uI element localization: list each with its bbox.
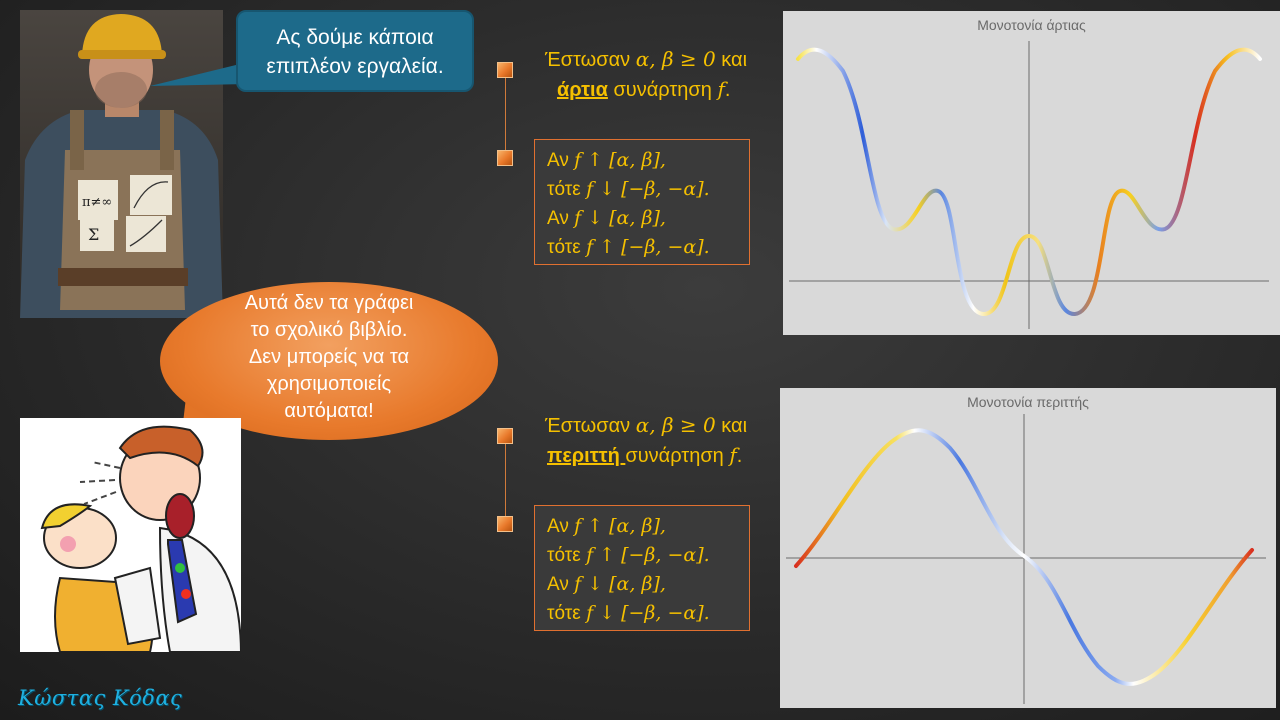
connector-line [505, 78, 506, 156]
rule-math: f ↑ [α, β], [574, 515, 666, 537]
even-graph [789, 41, 1269, 329]
rule-math: f ↓ [α, β], [574, 207, 666, 229]
even-graph-panel: Μονοτονία άρτιας [783, 11, 1280, 335]
odd-statement: Έστωσαν α, β ≥ 0 και περιττή συνάρτηση f… [545, 411, 785, 471]
statement-suffix: και [715, 415, 748, 437]
statement-rest: συνάρτηση [607, 79, 718, 101]
graph-title: Μονοτονία περιττής [967, 394, 1089, 410]
note-sigma-text: Σ [88, 225, 99, 244]
rule-math: f ↓ [α, β], [574, 573, 666, 595]
rule-prefix: τότε [547, 603, 587, 624]
statement-rest: συνάρτηση [625, 445, 730, 467]
warning-line: αυτόματα! [284, 400, 374, 422]
bubble-line: επιπλέον εργαλεία. [266, 55, 444, 78]
even-rules-box: Αν f ↑ [α, β], τότε f ↓ [−β, −α]. Αν f ↓… [534, 139, 750, 265]
rule-prefix: Αν [547, 574, 575, 595]
rule-prefix: τότε [547, 237, 587, 258]
rule-prefix: Αν [547, 516, 575, 537]
rule-prefix: Αν [547, 150, 575, 171]
warning-line: Αυτά δεν τα γράφει [244, 292, 414, 314]
statement-end: . [736, 445, 743, 467]
statement-condition: α, β ≥ 0 [635, 413, 716, 437]
statement-suffix: και [715, 49, 748, 71]
note-pi-text: π≠∞ [82, 195, 112, 210]
rule-line: Αν f ↑ [α, β], [547, 146, 737, 175]
even-statement: Έστωσαν α, β ≥ 0 και άρτια συνάρτηση f. [545, 45, 785, 105]
rule-prefix: τότε [547, 545, 587, 566]
statement-f: f [717, 77, 725, 101]
rule-math: f ↑ [α, β], [574, 149, 666, 171]
warning-line: χρησιμοποιείς [266, 373, 392, 395]
bubble-line: Ας δούμε κάποια [276, 26, 434, 49]
statement-prefix: Έστωσαν [545, 415, 636, 437]
rule-line: τότε f ↓ [−β, −α]. [547, 599, 737, 628]
bullet-icon [497, 150, 513, 166]
rule-math: f ↑ [−β, −α]. [586, 544, 710, 566]
rule-math: f ↑ [−β, −α]. [586, 236, 710, 258]
rule-line: τότε f ↑ [−β, −α]. [547, 541, 737, 570]
rule-math: f ↓ [−β, −α]. [586, 602, 710, 624]
warning-line: το σχολικό βιβλίο. [250, 319, 408, 341]
rule-line: Αν f ↓ [α, β], [547, 204, 737, 233]
bullet-icon [497, 516, 513, 532]
bullet-icon [497, 428, 513, 444]
rule-line: Αν f ↓ [α, β], [547, 570, 737, 599]
speech-bubble-warning: Αυτά δεν τα γράφει το σχολικό βιβλίο. Δε… [160, 282, 498, 440]
statement-condition: α, β ≥ 0 [635, 47, 716, 71]
odd-graph-panel: Μονοτονία περιττής [780, 388, 1276, 708]
rule-line: Αν f ↑ [α, β], [547, 512, 737, 541]
graph-title: Μονοτονία άρτιας [977, 17, 1086, 33]
statement-prefix: Έστωσαν [545, 49, 636, 71]
speech-bubble-tools: Ας δούμε κάποια επιπλέον εργαλεία. [236, 10, 474, 92]
odd-graph [786, 414, 1266, 704]
keyword-even: άρτια [557, 79, 608, 101]
warning-line: Δεν μπορείς να τα [248, 346, 410, 368]
worker-photo: π≠∞ Σ [20, 10, 223, 318]
odd-rules-box: Αν f ↑ [α, β], τότε f ↑ [−β, −α]. Αν f ↓… [534, 505, 750, 631]
rule-line: τότε f ↑ [−β, −α]. [547, 233, 737, 262]
statement-end: . [724, 79, 731, 101]
statement-f: f [729, 443, 737, 467]
cartoon-image [20, 418, 241, 652]
rule-math: f ↓ [−β, −α]. [586, 178, 710, 200]
rule-prefix: Αν [547, 208, 575, 229]
connector-line [505, 444, 506, 518]
rule-prefix: τότε [547, 179, 587, 200]
bullet-icon [497, 62, 513, 78]
bubble-tail [150, 64, 248, 86]
rule-line: τότε f ↓ [−β, −α]. [547, 175, 737, 204]
author-signature: Κώστας Κόδας [18, 686, 183, 710]
keyword-odd: περιττή [547, 445, 626, 467]
